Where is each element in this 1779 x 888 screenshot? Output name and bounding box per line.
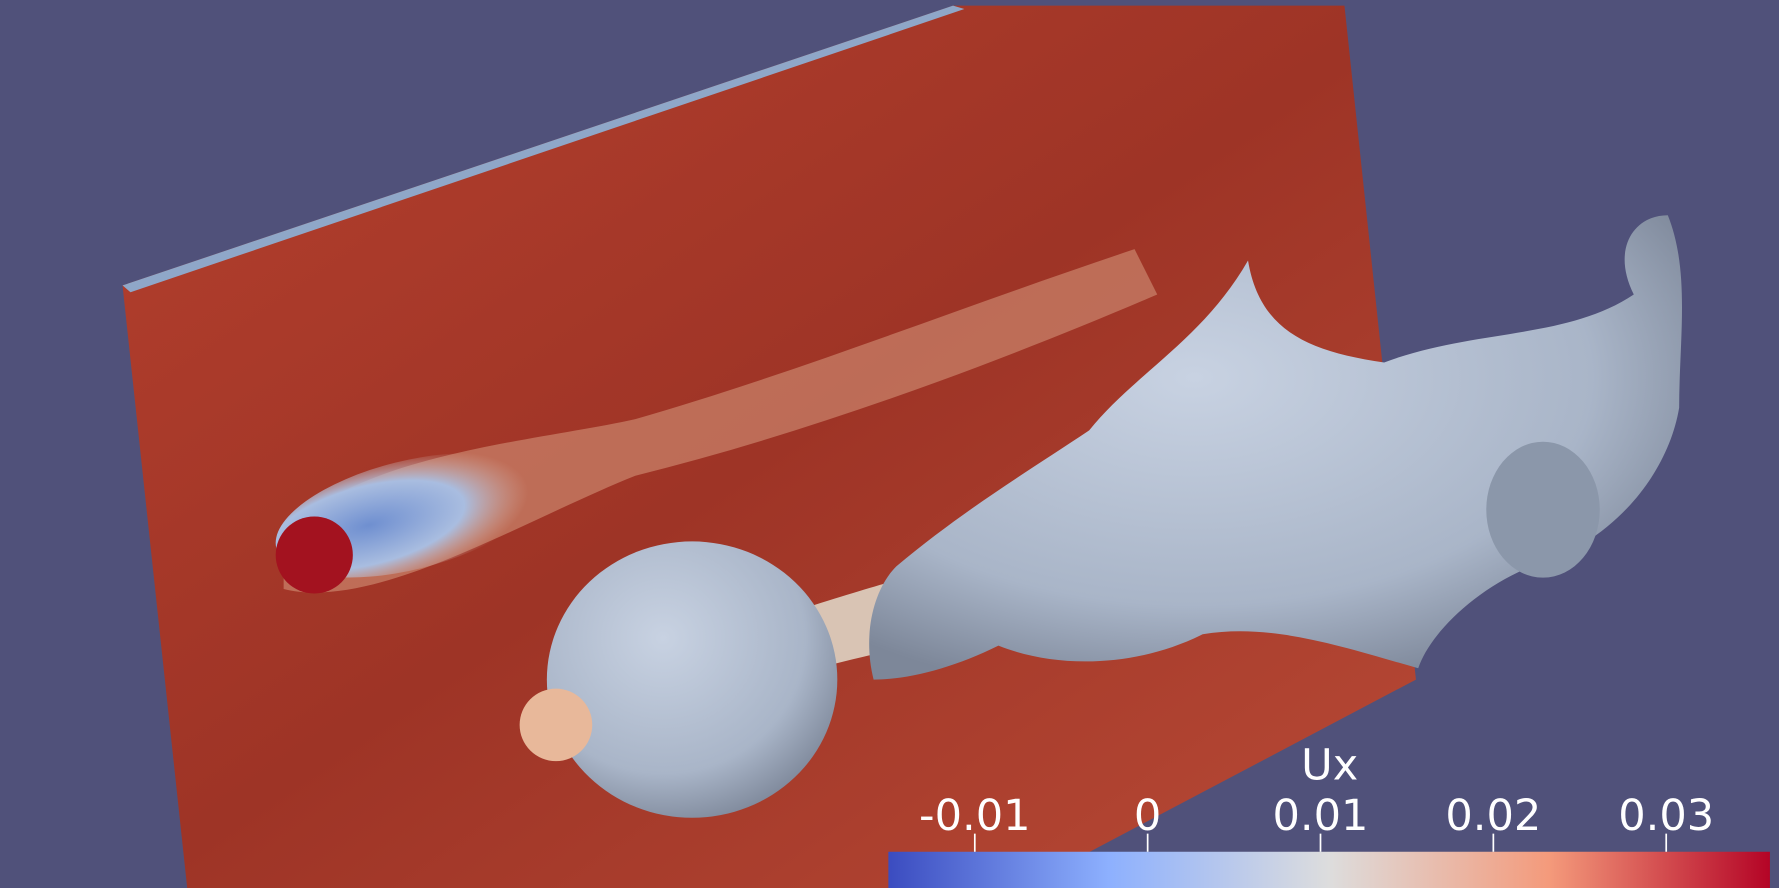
- colorbar-tick-label: 0: [1134, 791, 1161, 841]
- colorbar-tick-label: 0.02: [1445, 791, 1541, 841]
- vortex-ring: [1486, 442, 1599, 578]
- colorbar: [888, 852, 1770, 888]
- viewport: -0.01 0 0.01 0.02 0.03 Ux: [0, 0, 1779, 888]
- sphere: [276, 516, 353, 593]
- vortex-head: [547, 541, 837, 817]
- colorbar-tick-label: 0.01: [1273, 791, 1369, 841]
- page: {"colorbar": {"title": "Ux", "range": [-…: [0, 0, 1779, 888]
- colorbar-tick-label: 0.03: [1618, 791, 1714, 841]
- colorbar-tick-label: -0.01: [919, 791, 1031, 841]
- vortex-tip: [520, 689, 593, 761]
- colorbar-title: Ux: [1301, 740, 1358, 790]
